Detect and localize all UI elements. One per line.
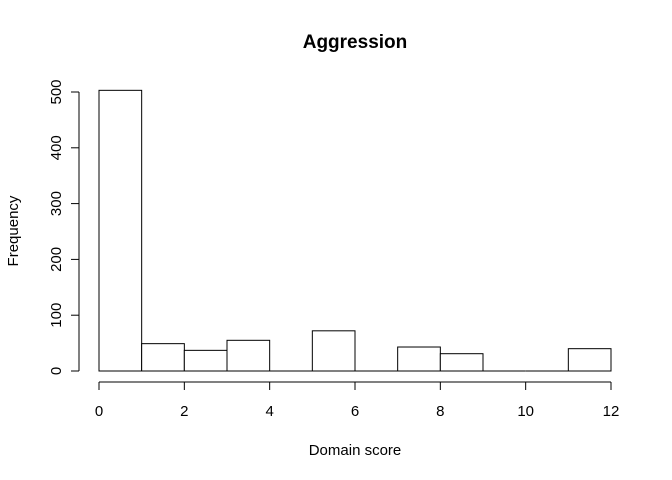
histogram-bar-11: [567, 348, 612, 372]
x-tick-label-0: 0: [95, 403, 103, 420]
histogram-bar-3: [226, 339, 271, 372]
y-tick-label-2: 200: [48, 247, 65, 272]
x-tick-label-1: 2: [180, 403, 188, 420]
chart-title: Aggression: [303, 32, 408, 53]
y-tick-label-4: 400: [48, 135, 65, 160]
y-tick-label-3: 300: [48, 191, 65, 216]
histogram-bar-8: [439, 353, 484, 372]
x-axis-label: Domain score: [309, 442, 402, 459]
x-tick-label-6: 12: [603, 403, 620, 420]
histogram-bar-0: [98, 89, 143, 372]
x-axis: 0 2 4 6 8 10 12: [95, 381, 620, 420]
bars-group: [98, 89, 612, 372]
x-tick-label-3: 6: [351, 403, 359, 420]
x-tick-label-2: 4: [265, 403, 273, 420]
y-tick-label-1: 100: [48, 303, 65, 328]
histogram-bar-1: [141, 343, 185, 372]
histogram-bar-5: [311, 330, 356, 372]
y-tick-label-0: 0: [48, 367, 65, 375]
x-tick-label-4: 8: [436, 403, 444, 420]
y-tick-label-5: 500: [48, 79, 65, 104]
histogram-bar-7: [397, 346, 441, 372]
histogram-bar-2: [183, 349, 228, 372]
x-tick-label-5: 10: [517, 403, 534, 420]
y-axis-label: Frequency: [5, 195, 22, 266]
y-axis: 0 100 200 300 400 500: [48, 79, 80, 375]
